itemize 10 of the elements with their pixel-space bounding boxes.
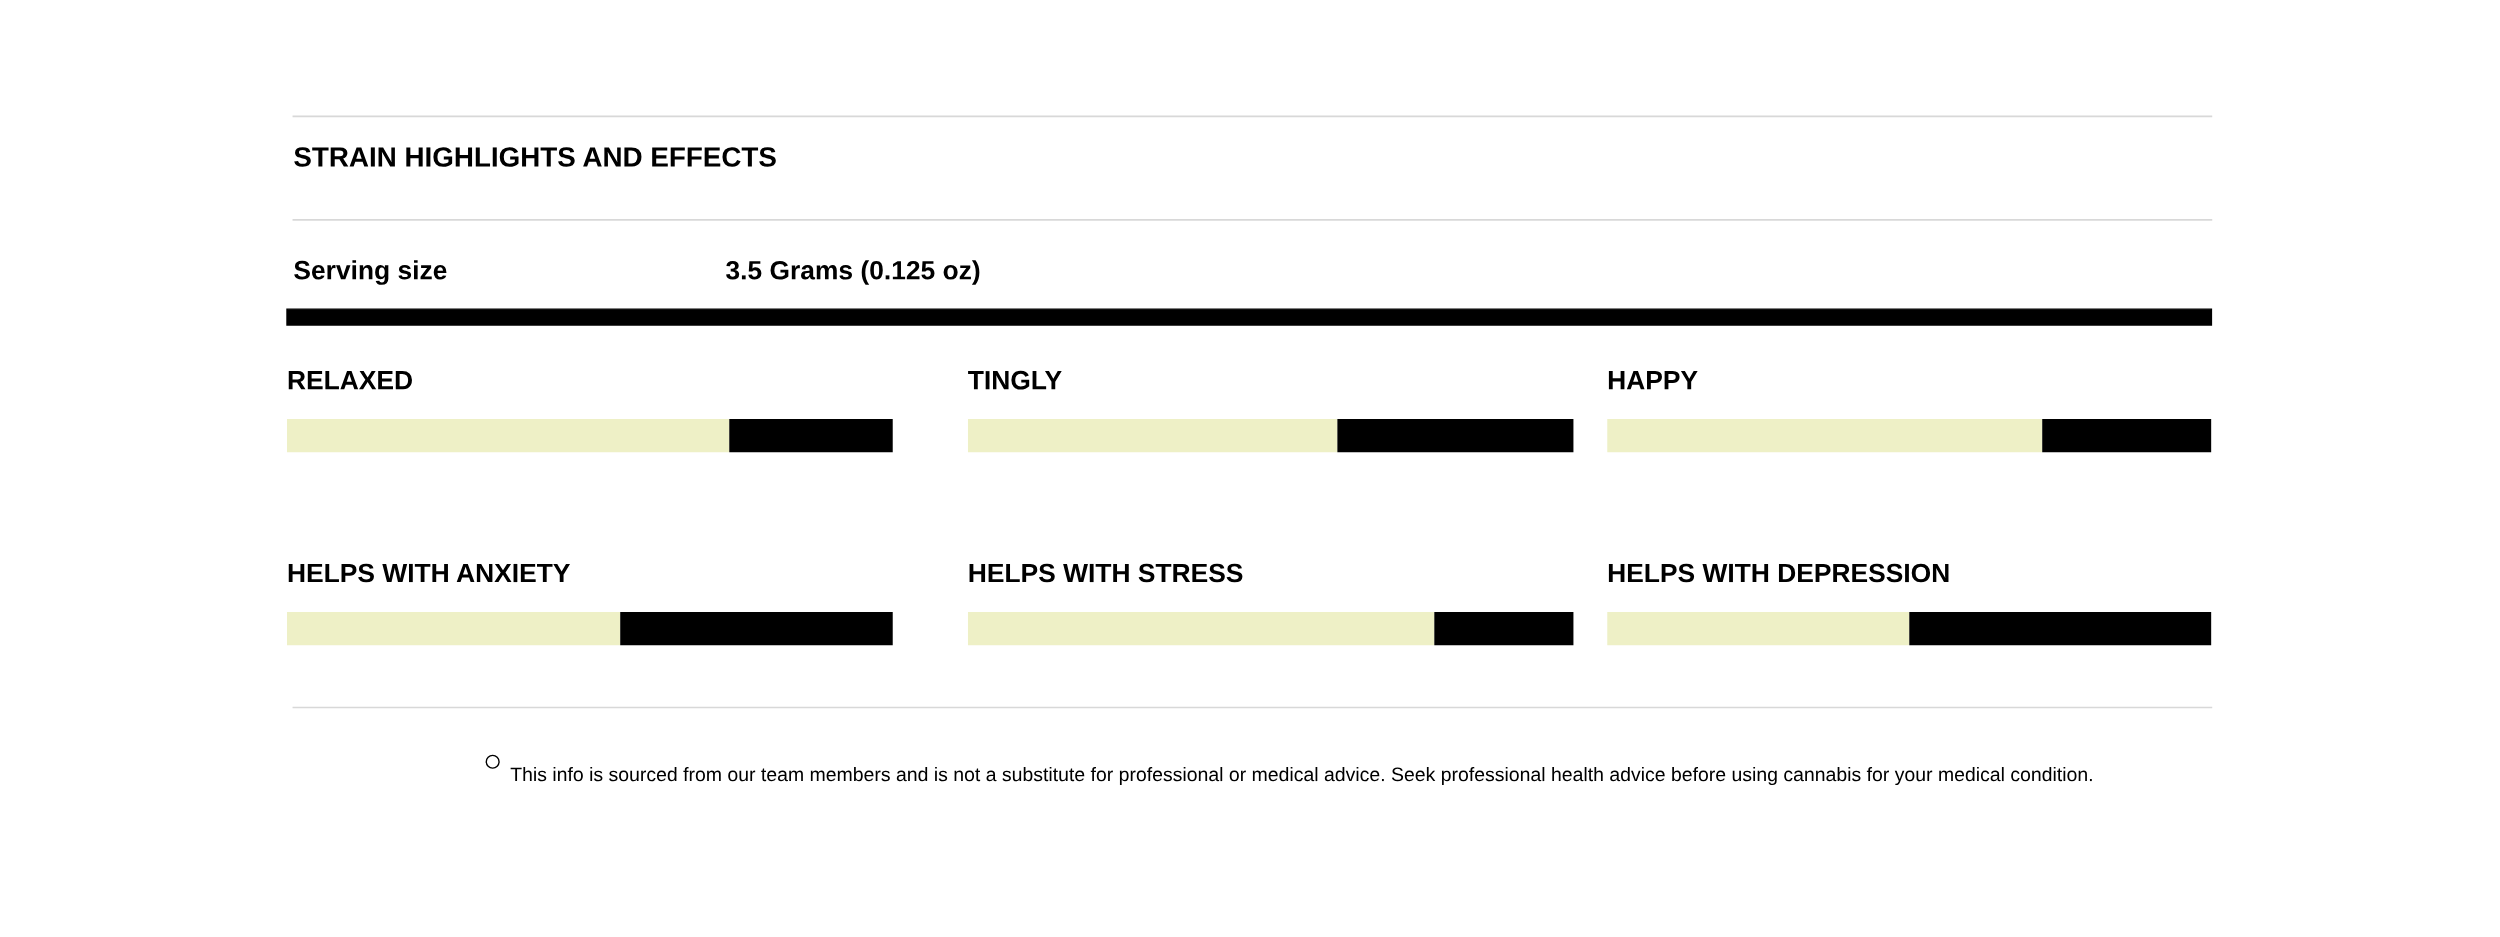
chart-title: RELAXED xyxy=(288,371,412,390)
chart-title: HELPS WITH ANXIETY xyxy=(288,563,570,583)
chart-title: HELPS WITH DEPRESSION xyxy=(1608,563,1949,583)
chart-title: HAPPY xyxy=(1608,371,1698,390)
text: Serving size xyxy=(294,260,447,285)
text: This info is sourced from our team members and is not a substitute for professional or medical advice. Seek professional health advice before using cannabis for your medical condition. xyxy=(510,766,2092,786)
chart-title: HELPS WITH STRESS xyxy=(969,563,1243,583)
text: STRAIN HIGHLIGHTS AND EFFECTS xyxy=(294,147,776,167)
chart-title: TINGLY xyxy=(968,370,1062,390)
text: 3.5 Grams (0.125 oz) xyxy=(726,260,980,285)
